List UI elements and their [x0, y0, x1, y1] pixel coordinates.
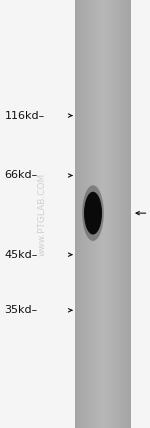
Text: www.PTGLAB.COM: www.PTGLAB.COM	[38, 172, 46, 256]
Text: 35kd–: 35kd–	[4, 305, 38, 315]
Text: 116kd–: 116kd–	[4, 110, 45, 121]
Text: 45kd–: 45kd–	[4, 250, 38, 260]
Ellipse shape	[82, 185, 104, 241]
Ellipse shape	[84, 192, 102, 235]
Text: 66kd–: 66kd–	[4, 170, 38, 181]
